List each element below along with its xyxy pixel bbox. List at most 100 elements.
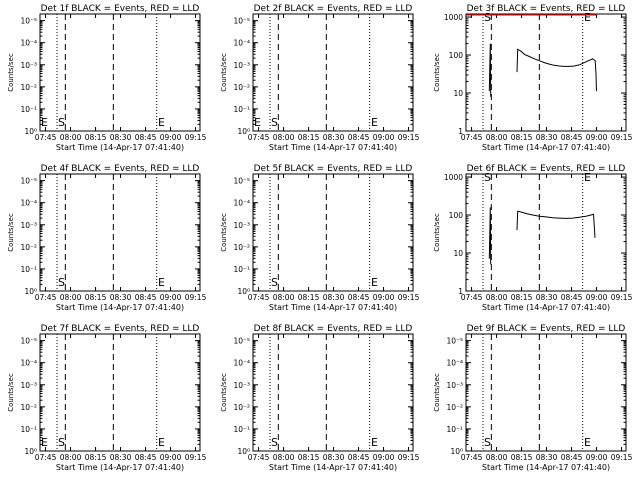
x-tick-label: 08:45 — [348, 133, 370, 142]
x-tick-label: 08:15 — [511, 453, 533, 462]
y-tick-label: 100 — [449, 51, 464, 60]
plot-frame — [39, 173, 201, 292]
x-tick-label: 08:30 — [323, 293, 345, 302]
plot-frame — [252, 13, 414, 132]
plot-frame — [465, 333, 627, 452]
y-tick-label: 10⁻⁴ — [20, 199, 37, 208]
y-tick-label: 10⁰ — [450, 447, 463, 456]
x-tick-label: 08:15 — [85, 133, 107, 142]
x-tick-label: 07:45 — [35, 133, 57, 142]
end-marker-label: E — [158, 276, 165, 289]
x-tick-label: 09:00 — [373, 293, 395, 302]
panel-title: Det 2f BLACK = Events, RED = LLD — [254, 4, 413, 14]
end-marker-label: E — [584, 436, 591, 449]
panel-title: Det 9f BLACK = Events, RED = LLD — [467, 324, 626, 334]
y-tick-label: 10⁰ — [237, 447, 250, 456]
x-tick-label: 09:15 — [611, 453, 633, 462]
y-tick-label: 10⁻⁵ — [446, 337, 463, 346]
panel-title: Det 1f BLACK = Events, RED = LLD — [41, 4, 200, 14]
y-tick-label: 100 — [449, 211, 464, 220]
x-tick-label: 08:30 — [536, 133, 558, 142]
y-tick-label: 1000 — [444, 13, 463, 22]
y-tick-label: 10 — [453, 89, 463, 98]
y-tick-label: 1000 — [444, 173, 463, 182]
x-tick-label: 08:15 — [511, 133, 533, 142]
x-tick-label: 09:15 — [398, 453, 420, 462]
x-tick-label: 09:00 — [160, 293, 182, 302]
y-axis-label: Counts/sec — [220, 373, 228, 412]
y-tick-label: 10⁻² — [233, 403, 250, 412]
x-axis-label: Start Time (14-Apr-17 07:41:40) — [482, 143, 610, 152]
x-axis-label: Start Time (14-Apr-17 07:41:40) — [269, 143, 397, 152]
x-tick-label: 07:45 — [35, 453, 57, 462]
x-tick-label: 08:00 — [60, 293, 82, 302]
x-tick-label: 09:15 — [398, 133, 420, 142]
x-tick-label: 08:00 — [60, 133, 82, 142]
end-marker-label: E — [371, 276, 378, 289]
start-marker-label: S — [271, 436, 278, 449]
x-tick-label: 08:15 — [511, 293, 533, 302]
end-marker-label: E — [371, 116, 378, 129]
y-tick-label: 10⁻³ — [233, 221, 250, 230]
panel-title: Det 3f BLACK = Events, RED = LLD — [467, 4, 626, 14]
y-tick-label: 10⁰ — [24, 287, 37, 296]
y-tick-label: 10⁻² — [20, 403, 37, 412]
y-axis-label: Counts/sec — [7, 213, 15, 252]
x-tick-label: 08:15 — [298, 133, 320, 142]
y-tick-label: 10⁻¹ — [233, 425, 250, 434]
y-tick-label: 10⁰ — [237, 287, 250, 296]
y-tick-label: 10⁻⁴ — [20, 359, 37, 368]
y-tick-label: 10⁻³ — [446, 381, 463, 390]
x-tick-label: 08:45 — [348, 453, 370, 462]
y-axis-label: Counts/sec — [220, 213, 228, 252]
x-axis-label: Start Time (14-Apr-17 07:41:40) — [56, 303, 184, 312]
x-tick-label: 09:00 — [586, 453, 608, 462]
y-tick-label: 10⁻⁵ — [233, 177, 250, 186]
x-tick-label: 08:00 — [273, 293, 295, 302]
y-tick-label: 10⁻⁵ — [20, 17, 37, 26]
y-tick-label: 10⁰ — [237, 127, 250, 136]
x-axis-label: Start Time (14-Apr-17 07:41:40) — [482, 303, 610, 312]
panel-title: Det 8f BLACK = Events, RED = LLD — [254, 324, 413, 334]
x-tick-label: 09:00 — [160, 133, 182, 142]
end-marker-label: E — [371, 436, 378, 449]
x-tick-label: 07:45 — [248, 133, 270, 142]
start-marker-label: S — [58, 436, 65, 449]
panel-title: Det 6f BLACK = Events, RED = LLD — [467, 164, 626, 174]
x-tick-label: 09:15 — [185, 453, 207, 462]
x-tick-label: 08:15 — [298, 293, 320, 302]
start-marker-label: S — [484, 436, 491, 449]
x-tick-label: 07:45 — [461, 293, 483, 302]
x-tick-label: 08:15 — [85, 293, 107, 302]
y-tick-label: 10⁻² — [446, 403, 463, 412]
x-tick-label: 08:45 — [135, 293, 157, 302]
x-tick-label: 08:00 — [486, 293, 508, 302]
x-tick-label: 08:30 — [110, 453, 132, 462]
x-axis-label: Start Time (14-Apr-17 07:41:40) — [269, 463, 397, 472]
x-axis-label: Start Time (14-Apr-17 07:41:40) — [56, 143, 184, 152]
y-tick-label: 10⁻¹ — [233, 265, 250, 274]
x-tick-label: 08:00 — [486, 133, 508, 142]
end-marker-label: E — [158, 436, 165, 449]
x-tick-label: 08:30 — [110, 133, 132, 142]
x-tick-label: 09:00 — [373, 453, 395, 462]
plot-frame — [39, 13, 201, 132]
y-tick-label: 10⁻⁴ — [20, 39, 37, 48]
panel-title: Det 7f BLACK = Events, RED = LLD — [41, 324, 200, 334]
panel-title: Det 5f BLACK = Events, RED = LLD — [254, 164, 413, 174]
first-marker-label: E — [41, 436, 48, 449]
plot-frame — [465, 173, 627, 292]
y-axis-label: Counts/sec — [7, 53, 15, 92]
x-tick-label: 09:15 — [611, 293, 633, 302]
end-marker-label: E — [584, 171, 591, 184]
x-tick-label: 09:15 — [185, 293, 207, 302]
x-tick-label: 08:45 — [561, 453, 583, 462]
detector-panel-7: Det 7f BLACK = Events, RED = LLD 07:45 08:… — [7, 324, 207, 472]
series-line-2 — [516, 210, 596, 238]
x-tick-label: 08:00 — [273, 453, 295, 462]
y-tick-label: 10⁻¹ — [20, 105, 37, 114]
y-tick-label: 10⁻⁵ — [233, 17, 250, 26]
